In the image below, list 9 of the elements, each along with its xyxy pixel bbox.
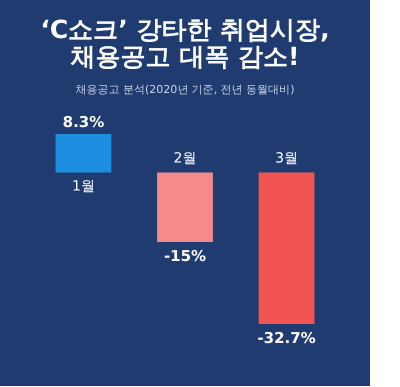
x-tick-label: 3월 bbox=[275, 150, 298, 166]
data-label: -15% bbox=[164, 246, 206, 265]
text: ‘C쇼크’ 강타한 취업시장, bbox=[40, 15, 330, 44]
data-label: 8.3% bbox=[62, 113, 104, 131]
text: 채용공고 대폭 감소! bbox=[70, 42, 300, 71]
x-tick-label: 2월 bbox=[174, 150, 196, 166]
data-label: -32.7% bbox=[257, 329, 316, 347]
x-tick-label: 1월 bbox=[72, 178, 95, 194]
chart-subtitle: 채용공고 분석(2020년 기준, 전년 동월대비) bbox=[75, 83, 295, 96]
